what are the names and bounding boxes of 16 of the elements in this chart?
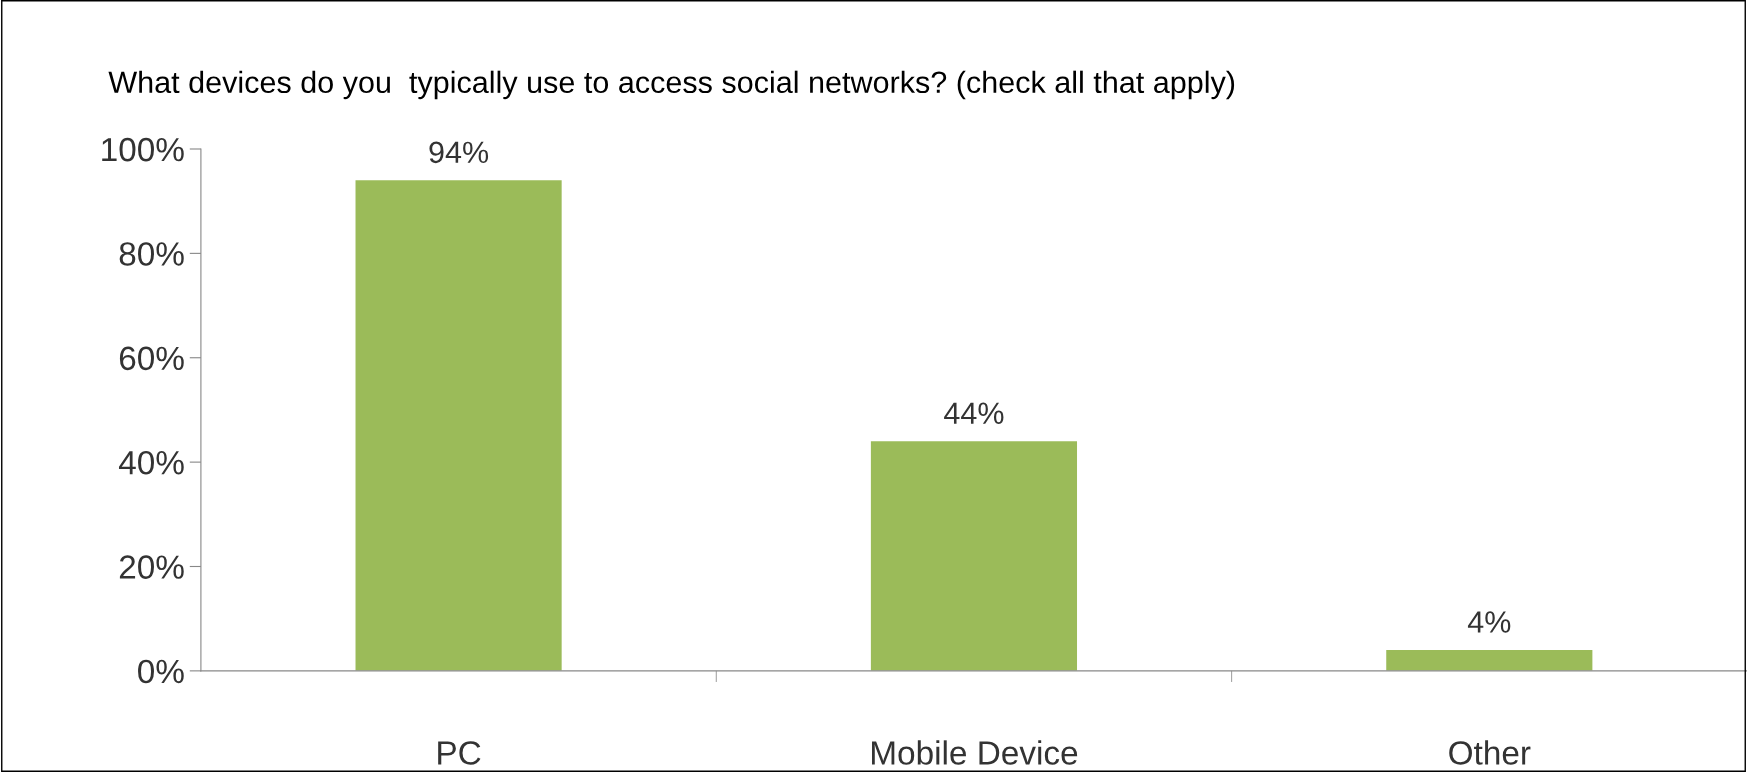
data-label: 4% bbox=[1467, 611, 1511, 633]
chart-title: What devices do you typically use to access social networks? (check all that apply) bbox=[108, 70, 1235, 100]
y-tick-label: 0% bbox=[138, 659, 184, 684]
y-tick-label: 80% bbox=[119, 242, 184, 266]
x-tick-label: Other bbox=[1449, 740, 1531, 765]
y-tick-label: 60% bbox=[119, 346, 184, 371]
x-tick-label: Mobile Device bbox=[872, 740, 1078, 765]
bar bbox=[355, 180, 562, 671]
bar bbox=[870, 441, 1078, 671]
bar bbox=[1386, 649, 1593, 671]
y-tick-label: 100% bbox=[102, 137, 184, 162]
y-tick-label: 40% bbox=[118, 450, 184, 475]
data-label: 44% bbox=[944, 402, 1004, 424]
data-label: 94% bbox=[429, 141, 489, 164]
y-tick-label: 20% bbox=[119, 555, 184, 579]
x-tick-label: PC bbox=[438, 741, 481, 765]
